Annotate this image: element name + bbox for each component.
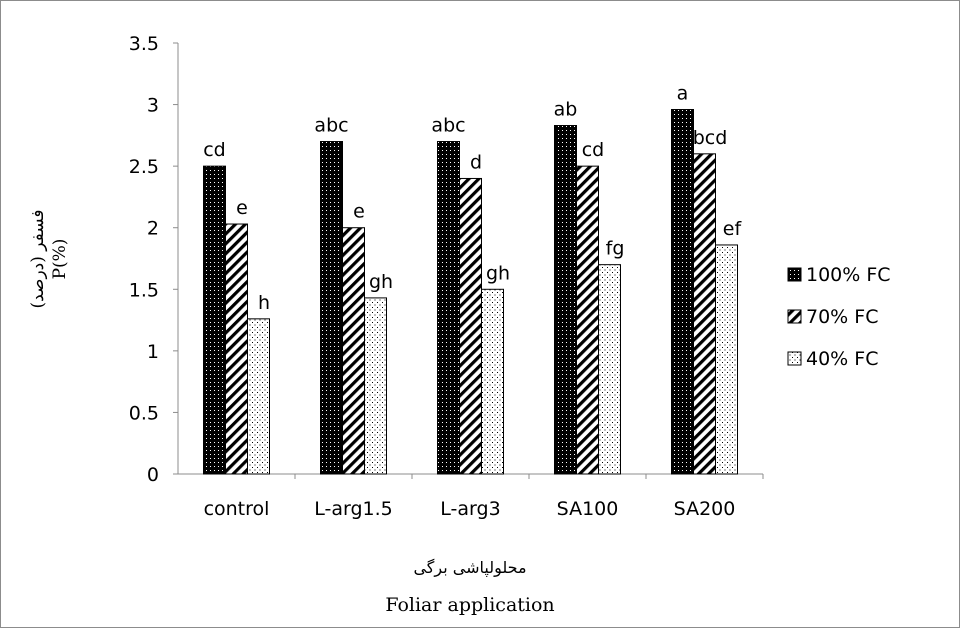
x-category-label: SA200 [674, 498, 736, 520]
y-tick-label: 0.5 [129, 402, 159, 424]
bar [247, 318, 270, 475]
data-label: abc [314, 115, 348, 137]
legend: 100% FC 70% FC 40% FC [787, 264, 891, 370]
data-label: gh [369, 271, 393, 293]
data-label: a [677, 82, 689, 104]
y-tick-label: 3.5 [129, 33, 159, 55]
data-label: h [258, 292, 270, 314]
x-category-label: SA100 [557, 498, 619, 520]
y-axis-label-persian: فسفر (درصد) [28, 209, 48, 308]
x-category-label: L-arg3 [440, 498, 500, 520]
bar [320, 141, 343, 475]
bar [459, 177, 482, 475]
legend-swatch [787, 309, 802, 324]
bar [203, 165, 226, 475]
bar [598, 264, 621, 475]
legend-label: 70% FC [806, 306, 878, 328]
bar [671, 108, 694, 475]
x-category-label: L-arg1.5 [314, 498, 393, 520]
y-tick-label: 3 [147, 95, 159, 117]
data-label: cd [582, 139, 605, 161]
data-label: e [353, 201, 365, 223]
x-category-label: control [204, 498, 270, 520]
axes: 0 0.5 1 1.5 2 2.5 3 3.5 control L-arg1.5 L-arg3 SA1… [129, 33, 764, 520]
data-label: bcd [693, 127, 728, 149]
bar [481, 288, 504, 475]
bar [342, 227, 365, 475]
y-tick-label: 2.5 [129, 156, 159, 178]
data-label: ef [723, 218, 743, 240]
bar [364, 297, 387, 475]
data-label: d [470, 151, 482, 173]
y-tick-label: 1.5 [129, 279, 159, 301]
data-label: abc [431, 115, 465, 137]
bars [203, 108, 738, 475]
data-label: ab [554, 99, 578, 121]
data-label: e [236, 197, 248, 219]
data-label: gh [486, 262, 510, 284]
y-axis-label: P(%) [50, 239, 70, 280]
data-label: cd [203, 139, 226, 161]
y-tick-label: 0 [147, 464, 159, 486]
legend-label: 100% FC [806, 264, 891, 286]
bar [693, 153, 716, 475]
legend-label: 40% FC [806, 348, 878, 370]
legend-swatch [787, 267, 802, 282]
bar [225, 223, 248, 475]
bar [715, 244, 738, 475]
x-axis-label: Foliar application [385, 594, 554, 616]
bar [437, 141, 460, 475]
bar [576, 165, 599, 475]
x-axis-label-persian: محلولپاشی برگی [413, 558, 526, 578]
bar [554, 125, 577, 475]
y-tick-label: 1 [147, 341, 159, 363]
y-tick-label: 2 [147, 218, 159, 240]
data-label: fg [606, 238, 625, 260]
legend-swatch [787, 351, 802, 366]
